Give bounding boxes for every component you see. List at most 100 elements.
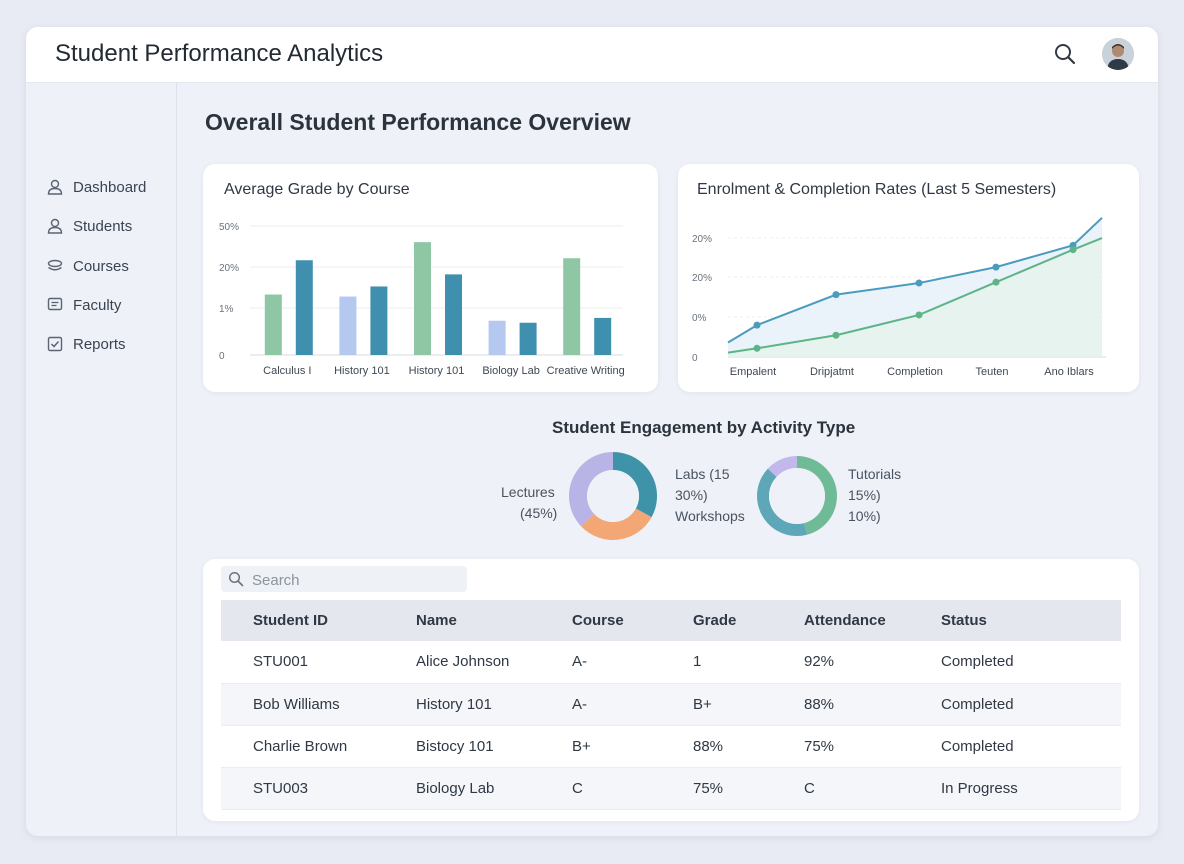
chart-title: Average Grade by Course <box>224 181 410 198</box>
sidebar-item-faculty[interactable]: Faculty <box>46 292 166 318</box>
x-tick-label: Completion <box>887 366 943 378</box>
table-cell: STU003 <box>253 779 309 797</box>
table-cell: In Progress <box>941 779 1018 797</box>
table-cell: C <box>804 779 815 797</box>
table-cell: 1 <box>693 653 702 671</box>
avatar[interactable] <box>1102 38 1134 70</box>
engagement-title: Student Engagement by Activity Type <box>552 418 856 437</box>
message-square-icon <box>47 297 63 311</box>
x-tick-label: History 101 <box>409 365 465 377</box>
bar <box>414 242 431 355</box>
x-tick-label: Teuten <box>975 366 1008 378</box>
column-header[interactable]: Grade <box>693 612 737 629</box>
x-tick-label: Dripjatmt <box>810 366 854 378</box>
table-cell: Charlie Brown <box>253 737 348 755</box>
data-point <box>753 344 761 352</box>
page-title: Overall Student Performance Overview <box>205 109 631 135</box>
sidebar-item-courses[interactable]: Courses <box>46 253 166 279</box>
table-row[interactable]: STU003 Biology Lab C 75% C In Progress <box>221 767 1121 809</box>
sidebar-item-label: Courses <box>73 257 129 275</box>
table-cell: History 101 <box>416 695 492 713</box>
data-point <box>992 263 1000 271</box>
search-field[interactable] <box>221 566 467 592</box>
table-cell: Completed <box>941 737 1014 755</box>
sidebar-item-dashboard[interactable]: Dashboard <box>46 174 166 200</box>
donut-label-lectures: Lectures <box>501 484 555 500</box>
bar <box>488 320 506 355</box>
x-tick-label: Empalent <box>730 366 776 378</box>
students-table-card: Student ID Name Course Grade Attendance … <box>203 559 1139 821</box>
table-cell: Alice Johnson <box>416 653 510 671</box>
table-cell: Completed <box>941 653 1014 671</box>
column-header[interactable]: Name <box>416 612 457 629</box>
donut-label-labs-pct: 30%) <box>675 487 708 503</box>
column-header[interactable]: Student ID <box>253 612 328 629</box>
donut-slice <box>613 452 657 518</box>
bar <box>264 294 282 355</box>
table-row[interactable]: Bob Williams History 101 A- B+ 88% Compl… <box>221 683 1121 725</box>
table-cell: 75% <box>693 779 724 797</box>
line-chart: 0 0% 20% 20% Empalent Dripjatmt Completion Teut… <box>692 217 1106 378</box>
table-cell: C <box>572 779 583 797</box>
sidebar-item-label: Reports <box>73 335 126 353</box>
donut-label-lectures-pct: (45%) <box>520 505 558 521</box>
donut-hole <box>587 470 639 522</box>
y-tick-label: 1% <box>219 304 234 315</box>
donut-label-workshops: Workshops <box>675 508 745 524</box>
bar-chart: 0 1% 20% 50% Calculus I History 101 History 10… <box>219 222 625 377</box>
sidebar-item-reports[interactable]: Reports <box>46 331 166 357</box>
table-cell: Biology Lab <box>416 779 495 797</box>
sidebar: Dashboard Students Courses Faculty Repor… <box>26 83 177 836</box>
y-tick-label: 20% <box>692 273 712 284</box>
table-cell: 92% <box>804 653 835 671</box>
bar-chart-card: Average Grade by Course 0 1% 20% 50% Calculu… <box>203 164 658 392</box>
column-header[interactable]: Course <box>572 612 624 629</box>
x-tick-label: Calculus I <box>263 365 311 377</box>
donut-slice <box>757 468 807 536</box>
table-header-row: Student ID Name Course Grade Attendance … <box>221 600 1121 641</box>
y-tick-label: 0 <box>219 351 225 362</box>
bar <box>295 260 313 355</box>
app-title: Student Performance Analytics <box>55 40 384 67</box>
chart-title: Enrolment & Completion Rates (Last 5 Sem… <box>697 181 1057 198</box>
top-bar: Student Performance Analytics <box>26 27 1158 83</box>
table-cell: B+ <box>572 737 591 755</box>
x-tick-label: History 101 <box>334 365 390 377</box>
students-table: Student ID Name Course Grade Attendance … <box>221 600 1121 810</box>
donut-slice <box>569 452 613 527</box>
bar <box>370 286 388 355</box>
y-tick-label: 20% <box>692 234 712 245</box>
donut-label-tutorials-pct: 15%) <box>848 487 881 503</box>
table-row[interactable]: STU001 Alice Johnson A- 1 92% Completed <box>221 641 1121 683</box>
column-header[interactable]: Status <box>941 612 987 629</box>
table-cell: 75% <box>804 737 835 755</box>
bar <box>445 274 462 355</box>
table-row[interactable]: Charlie Brown Bistocy 101 B+ 88% 75% Com… <box>221 725 1121 767</box>
donut-hole <box>769 468 825 524</box>
bar <box>594 317 612 355</box>
donut-slice <box>767 456 797 477</box>
table-cell: A- <box>572 695 587 713</box>
table-cell: 88% <box>804 695 835 713</box>
sidebar-item-label: Students <box>73 217 133 235</box>
column-header[interactable]: Attendance <box>804 612 886 629</box>
table-cell: Bistocy 101 <box>416 737 494 755</box>
user-icon <box>47 218 63 234</box>
data-point <box>1069 246 1077 254</box>
table-cell: B+ <box>693 695 712 713</box>
table-cell: Bob Williams <box>253 695 340 713</box>
table-cell: 88% <box>693 737 724 755</box>
y-tick-label: 0 <box>692 353 698 364</box>
donut-slice <box>580 508 652 541</box>
sidebar-item-students[interactable]: Students <box>46 213 166 239</box>
app-window: Student Performance Analytics Dashboard … <box>26 27 1158 836</box>
series-area <box>728 238 1102 357</box>
donut-label-tutorials: Tutorials <box>848 466 902 482</box>
bar <box>339 296 357 355</box>
table-cell: STU001 <box>253 653 309 671</box>
search-input[interactable] <box>250 569 464 591</box>
search-icon[interactable] <box>1052 41 1078 67</box>
check-square-icon <box>47 336 63 352</box>
data-point <box>915 311 923 319</box>
y-tick-label: 0% <box>692 313 707 324</box>
